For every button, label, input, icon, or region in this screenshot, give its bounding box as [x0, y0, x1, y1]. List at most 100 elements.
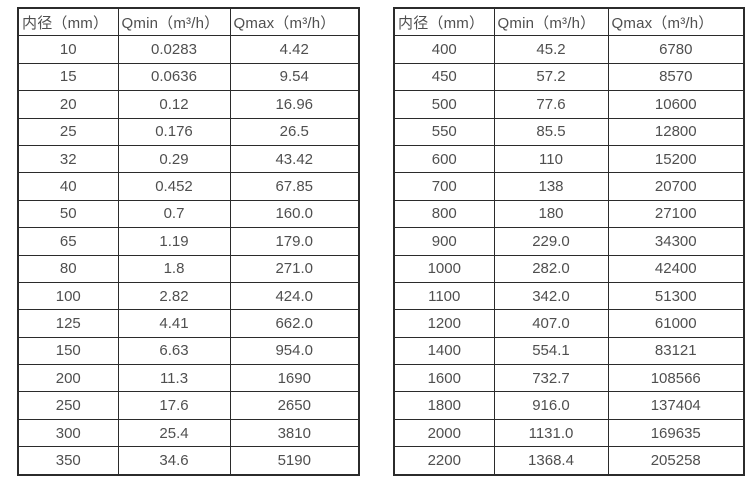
table-cell: 100 — [17, 281, 119, 311]
table-cell: 179.0 — [229, 227, 360, 256]
table-cell: 138 — [493, 172, 609, 201]
table-cell: 1600 — [393, 364, 495, 393]
table-cell: 34300 — [607, 227, 745, 256]
table-cell: 229.0 — [493, 227, 609, 256]
table-row: 10 0.0283 4.42 — [17, 35, 360, 64]
table-cell: 50 — [17, 199, 119, 229]
table-row: 15 0.0636 9.54 — [17, 62, 360, 92]
table-cell: 27100 — [607, 199, 745, 229]
table-cell: 1800 — [393, 391, 495, 420]
table-row: 1600 732.7 108566 — [393, 364, 745, 393]
table-cell: 205258 — [607, 446, 745, 476]
table-row: 1800 916.0 137404 — [393, 391, 745, 420]
table-cell: 1400 — [393, 336, 495, 366]
table-cell: 0.0636 — [117, 62, 231, 92]
table-cell: 0.12 — [117, 90, 231, 119]
header-cell: Qmax（m³/h） — [607, 7, 745, 37]
header-cell: 内径（mm） — [393, 7, 495, 37]
flow-rate-tables: 内径（mm） Qmin（m³/h） Qmax（m³/h） 10 0.0283 4.42 15… — [17, 7, 745, 476]
header-cell: Qmax（m³/h） — [229, 7, 360, 37]
table-row: 1000 282.0 42400 — [393, 254, 745, 283]
table-cell: 160.0 — [229, 199, 360, 229]
table-cell: 200 — [17, 364, 119, 393]
table-cell: 1368.4 — [493, 446, 609, 476]
table-cell: 57.2 — [493, 62, 609, 92]
table-row: 550 85.5 12800 — [393, 117, 745, 146]
table-cell: 450 — [393, 62, 495, 92]
table-row: 250 17.6 2650 — [17, 391, 360, 420]
table-cell: 42400 — [607, 254, 745, 283]
table-row: 1100 342.0 51300 — [393, 281, 745, 311]
header-row: 内径（mm） Qmin（m³/h） Qmax（m³/h） — [393, 7, 745, 37]
table-cell: 8570 — [607, 62, 745, 92]
header-cell: Qmin（m³/h） — [117, 7, 231, 37]
table-cell: 6780 — [607, 35, 745, 64]
table-cell: 500 — [393, 90, 495, 119]
table-cell: 554.1 — [493, 336, 609, 366]
table-cell: 137404 — [607, 391, 745, 420]
table-cell: 108566 — [607, 364, 745, 393]
table-cell: 250 — [17, 391, 119, 420]
table-row: 2000 1131.0 169635 — [393, 418, 745, 448]
table-cell: 662.0 — [229, 309, 360, 338]
table-cell: 271.0 — [229, 254, 360, 283]
table-row: 300 25.4 3810 — [17, 418, 360, 448]
table-cell: 2000 — [393, 418, 495, 448]
table-cell: 0.176 — [117, 117, 231, 146]
table-row: 100 2.82 424.0 — [17, 281, 360, 311]
table-cell: 15200 — [607, 144, 745, 174]
table-cell: 12800 — [607, 117, 745, 146]
table-row: 65 1.19 179.0 — [17, 227, 360, 256]
table-cell: 350 — [17, 446, 119, 476]
table-row: 800 180 27100 — [393, 199, 745, 229]
flow-table-large-diameters: 内径（mm） Qmin（m³/h） Qmax（m³/h） 400 45.2 6780 450… — [393, 7, 745, 476]
table-cell: 17.6 — [117, 391, 231, 420]
table-cell: 20 — [17, 90, 119, 119]
table-cell: 110 — [493, 144, 609, 174]
table-cell: 1690 — [229, 364, 360, 393]
table-cell: 5190 — [229, 446, 360, 476]
table-row: 25 0.176 26.5 — [17, 117, 360, 146]
table-row: 350 34.6 5190 — [17, 446, 360, 476]
table-cell: 65 — [17, 227, 119, 256]
table-row: 20 0.12 16.96 — [17, 90, 360, 119]
table-cell: 2200 — [393, 446, 495, 476]
table-cell: 80 — [17, 254, 119, 283]
table-cell: 9.54 — [229, 62, 360, 92]
table-cell: 169635 — [607, 418, 745, 448]
table-cell: 0.29 — [117, 144, 231, 174]
table-cell: 424.0 — [229, 281, 360, 311]
table-cell: 43.42 — [229, 144, 360, 174]
table-cell: 51300 — [607, 281, 745, 311]
table-row: 50 0.7 160.0 — [17, 199, 360, 229]
table-cell: 916.0 — [493, 391, 609, 420]
table-row: 150 6.63 954.0 — [17, 336, 360, 366]
table-cell: 67.85 — [229, 172, 360, 201]
table-cell: 61000 — [607, 309, 745, 338]
table-row: 900 229.0 34300 — [393, 227, 745, 256]
table-cell: 6.63 — [117, 336, 231, 366]
table-cell: 0.452 — [117, 172, 231, 201]
table-cell: 600 — [393, 144, 495, 174]
table-cell: 1.8 — [117, 254, 231, 283]
table-cell: 125 — [17, 309, 119, 338]
header-cell: Qmin（m³/h） — [493, 7, 609, 37]
table-cell: 342.0 — [493, 281, 609, 311]
table-cell: 11.3 — [117, 364, 231, 393]
table-cell: 25.4 — [117, 418, 231, 448]
table-row: 1400 554.1 83121 — [393, 336, 745, 366]
table-cell: 407.0 — [493, 309, 609, 338]
table-cell: 150 — [17, 336, 119, 366]
flow-table-small-diameters: 内径（mm） Qmin（m³/h） Qmax（m³/h） 10 0.0283 4.42 15… — [17, 7, 360, 476]
table-cell: 4.42 — [229, 35, 360, 64]
table-cell: 550 — [393, 117, 495, 146]
table-row: 400 45.2 6780 — [393, 35, 745, 64]
table-cell: 954.0 — [229, 336, 360, 366]
table-cell: 3810 — [229, 418, 360, 448]
table-row: 450 57.2 8570 — [393, 62, 745, 92]
table-row: 700 138 20700 — [393, 172, 745, 201]
table-cell: 700 — [393, 172, 495, 201]
table-cell: 0.7 — [117, 199, 231, 229]
table-cell: 32 — [17, 144, 119, 174]
table-cell: 4.41 — [117, 309, 231, 338]
